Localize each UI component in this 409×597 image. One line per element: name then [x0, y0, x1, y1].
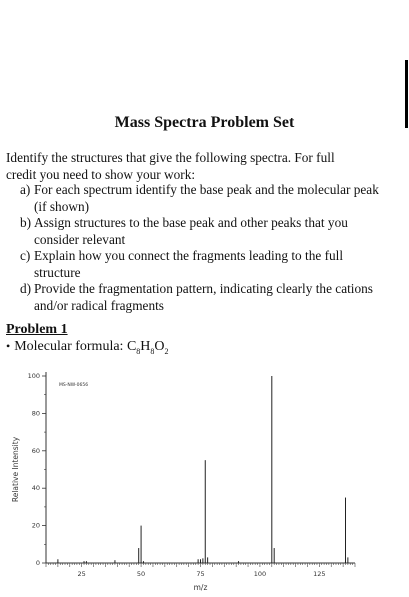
list-item-text: Explain how you connect the fragments le…	[34, 248, 344, 280]
formula-count: 2	[164, 346, 169, 356]
task-list: a) For each spectrum identify the base p…	[20, 182, 380, 314]
y-tick-label: 100	[28, 372, 40, 380]
x-axis-label: m/z	[194, 583, 208, 592]
list-item-text: Provide the fragmentation pattern, indic…	[34, 281, 373, 313]
y-tick-label: 60	[32, 447, 40, 455]
formula-label: Molecular formula:	[14, 339, 127, 354]
formula-count: 8	[150, 346, 155, 356]
problem-title: Problem 1	[6, 322, 68, 337]
y-tick-label: 80	[32, 409, 40, 417]
x-tick-label: 100	[254, 570, 266, 578]
x-tick-label: 75	[196, 570, 204, 578]
formula-element: H	[140, 339, 151, 354]
page-title: Mass Spectra Problem Set	[114, 114, 295, 131]
list-item: a) For each spectrum identify the base p…	[20, 182, 380, 215]
y-tick-label: 0	[36, 559, 40, 567]
y-axis-label: Relative Intensity	[11, 436, 20, 502]
mass-spectrum-chart: 0 20 40 60 80 100 25 50 75 100 125 m/z Relative Inte…	[11, 372, 356, 592]
x-tick-label: 50	[137, 570, 145, 578]
scrollbar-edge	[405, 60, 408, 128]
intro-paragraph: Identify the structures that give the fo…	[6, 150, 335, 182]
list-item-label: b)	[20, 215, 32, 230]
chart-labels: 0 20 40 60 80 100 25 50 75 100 125 m/z Relative Inte…	[11, 372, 326, 592]
bullet-icon: •	[6, 339, 11, 353]
list-item-label: a)	[20, 182, 31, 197]
list-item: d) Provide the fragmentation pattern, in…	[20, 281, 380, 314]
list-item: c) Explain how you connect the fragments…	[20, 248, 380, 281]
chart-axes	[42, 372, 356, 567]
list-item-text: Assign structures to the base peak and o…	[34, 215, 348, 247]
list-item: b) Assign structures to the base peak an…	[20, 215, 380, 248]
formula-count: 8	[136, 346, 141, 356]
list-item-label: d)	[20, 281, 32, 296]
chart-peaks	[57, 376, 349, 563]
formula-element: O	[154, 339, 165, 354]
list-item-text: For each spectrum identify the base peak…	[34, 182, 379, 214]
y-tick-label: 20	[32, 522, 40, 530]
formula-element: C	[126, 339, 137, 354]
x-tick-label: 125	[313, 570, 325, 578]
spectrum-code: MS-NW-0656	[59, 382, 88, 388]
list-item-label: c)	[20, 248, 31, 263]
molecular-formula: • Molecular formula: C8H8O2	[6, 339, 169, 356]
y-tick-label: 40	[32, 484, 40, 492]
x-tick-label: 25	[78, 570, 86, 578]
